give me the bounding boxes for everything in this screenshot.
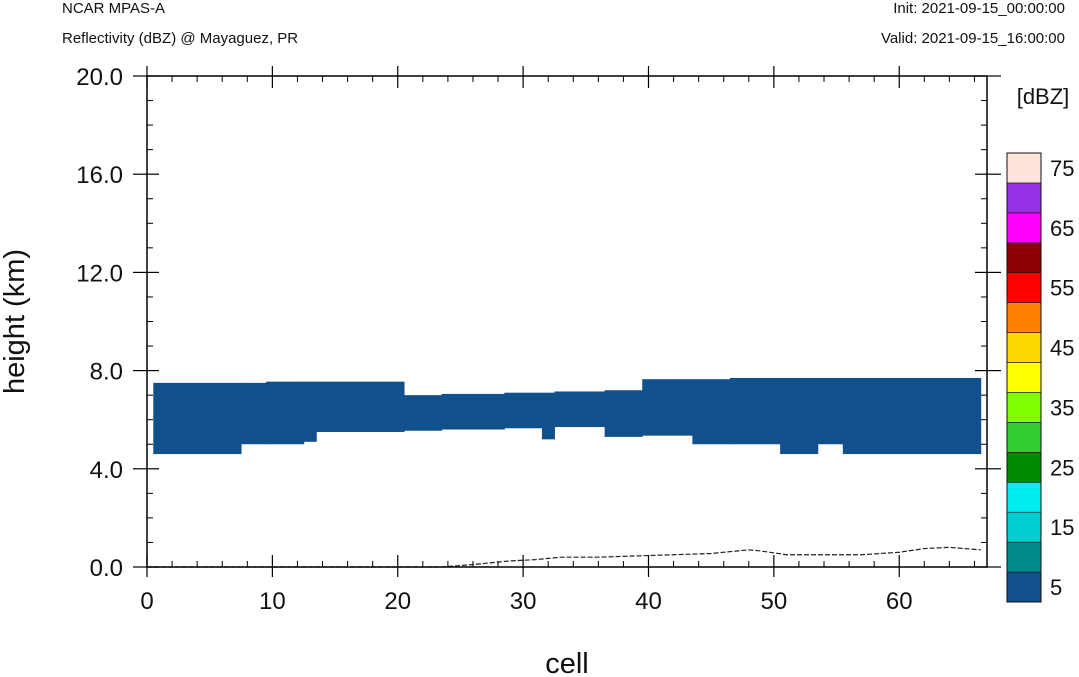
colorbar-frame	[1006, 152, 1042, 603]
reflectivity-cell	[604, 390, 643, 437]
colorbar-swatch	[1006, 362, 1042, 393]
init-time: Init: 2021-09-15_00:00:00	[893, 0, 1065, 17]
x-tick-label: 30	[510, 588, 537, 615]
colorbar-title: [dBZ]	[1017, 84, 1070, 109]
colorbar-swatch	[1006, 481, 1042, 513]
colorbar-swatch	[1006, 182, 1042, 214]
reflectivity-cell	[817, 377, 844, 445]
reflectivity-cell	[266, 381, 305, 445]
y-tick-label: 0.0	[90, 555, 123, 582]
plot-frame	[146, 75, 988, 568]
colorbar-label: 35	[1050, 395, 1074, 420]
reflectivity-cell	[642, 379, 693, 436]
colorbar-label: 75	[1050, 156, 1074, 181]
colorbar-swatch	[1006, 302, 1042, 333]
reflectivity-cell	[729, 377, 781, 445]
colorbar-label: 15	[1050, 515, 1074, 540]
colorbar-label: 55	[1050, 276, 1074, 301]
reflectivity-cell	[404, 395, 443, 431]
reflectivity-cell	[541, 392, 555, 440]
colorbar-swatch	[1006, 452, 1042, 483]
terrain-line	[147, 546, 981, 568]
model-title: NCAR MPAS-A	[62, 0, 166, 17]
reflectivity-cell	[554, 391, 606, 428]
field-subtitle: Reflectivity (dBZ) @ Mayaguez, PR	[62, 30, 299, 47]
x-tick-label: 60	[886, 588, 913, 615]
reflectivity-cell	[504, 392, 543, 429]
colorbar-swatch	[1006, 332, 1042, 363]
reflectivity-cell	[316, 381, 405, 432]
reflectivity-cell	[692, 379, 731, 445]
colorbar-label: 65	[1050, 216, 1074, 241]
colorbar-swatch	[1006, 242, 1042, 274]
y-tick-label: 20.0	[76, 64, 123, 91]
x-tick-label: 10	[259, 588, 286, 615]
x-tick-label: 50	[761, 588, 788, 615]
colorbar-label: 25	[1050, 455, 1074, 480]
colorbar-label: 5	[1050, 575, 1062, 600]
reflectivity-cell	[153, 382, 242, 455]
colorbar-swatch	[1006, 392, 1042, 423]
y-tick-label: 12.0	[76, 260, 123, 287]
valid-time: Valid: 2021-09-15_16:00:00	[880, 30, 1065, 47]
reflectivity-cell	[780, 377, 819, 455]
colorbar-swatch	[1006, 422, 1042, 453]
colorbar-swatch	[1006, 511, 1042, 543]
colorbar-swatch	[1006, 152, 1042, 184]
x-tick-label: 40	[635, 588, 662, 615]
colorbar-swatch	[1006, 541, 1042, 573]
colorbar-swatch	[1006, 272, 1042, 303]
reflectivity-cell	[441, 393, 505, 430]
colorbar-label: 45	[1050, 336, 1074, 361]
y-tick-label: 8.0	[90, 359, 123, 386]
colorbar-swatch	[1006, 571, 1042, 603]
y-axis-title: height (km)	[0, 249, 31, 394]
colorbar-swatch	[1006, 212, 1042, 244]
x-axis-title: cell	[545, 648, 589, 677]
reflectivity-cell	[842, 377, 982, 455]
x-tick-label: 0	[140, 588, 153, 615]
reflectivity-cell	[241, 382, 267, 445]
y-tick-label: 16.0	[76, 162, 123, 189]
reflectivity-cell	[303, 381, 317, 442]
y-tick-label: 4.0	[90, 457, 123, 484]
x-tick-label: 20	[384, 588, 411, 615]
